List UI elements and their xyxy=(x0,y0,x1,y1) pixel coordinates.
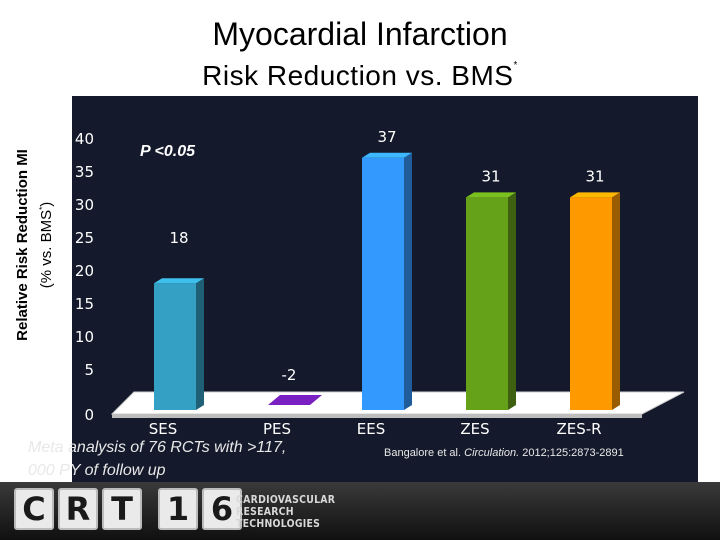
y-tick-label: 25 xyxy=(75,229,94,247)
chart-floor-edge xyxy=(112,414,642,418)
y-tick-label: 0 xyxy=(84,406,94,424)
y-tick-label: 15 xyxy=(75,295,94,313)
y-tick-label: 5 xyxy=(84,361,94,379)
data-label: 37 xyxy=(377,128,396,146)
y-axis-label-area: Relative Risk Reduction MI (% vs. BMS*) xyxy=(0,95,72,395)
bar-side xyxy=(196,278,204,410)
bar-chart: 0 5 10 15 20 25 30 35 40 18 SES -2 PES 37 EES 31 ZES 31 ZE… xyxy=(75,128,685,438)
chart-panel: 0 5 10 15 20 25 30 35 40 18 SES -2 PES 37 EES 31 ZES 31 ZE… xyxy=(72,96,698,482)
y-tick-label: 40 xyxy=(75,130,94,148)
brand-name: CARDIOVASCULAR RESEARCH TECHNOLOGIES xyxy=(236,493,336,530)
y-axis-label-line2: (% vs. BMS*) xyxy=(38,201,55,289)
category-label: EES xyxy=(357,420,385,438)
bar-top xyxy=(466,192,516,198)
bar xyxy=(570,197,612,410)
logo-letter: R xyxy=(58,488,98,530)
bar xyxy=(362,157,404,410)
logo-digit: 6 xyxy=(202,488,242,530)
y-axis-label: Relative Risk Reduction MI (% vs. BMS*) xyxy=(13,149,57,341)
bar-top xyxy=(570,192,620,198)
category-label: SES xyxy=(149,420,178,438)
crt16-logo: C R T 1 6 xyxy=(14,488,242,530)
logo-letter: T xyxy=(102,488,142,530)
subtitle-text: Risk Reduction vs. BMS xyxy=(202,60,514,91)
bar-top xyxy=(362,152,412,158)
bar xyxy=(268,395,322,405)
y-axis-label-line1: Relative Risk Reduction MI xyxy=(14,149,31,341)
data-label: -2 xyxy=(282,366,297,384)
y-tick-label: 30 xyxy=(75,196,94,214)
y-tick-label: 20 xyxy=(75,262,94,280)
bar xyxy=(466,197,508,410)
y-tick-label: 35 xyxy=(75,163,94,181)
chart-title: Myocardial Infarction xyxy=(212,16,508,52)
footer-bar: C R T 1 6 CARDIOVASCULAR RESEARCH TECHNO… xyxy=(0,482,720,540)
category-label: PES xyxy=(263,420,291,438)
bar-side xyxy=(508,192,516,410)
bar-side xyxy=(404,152,412,411)
data-label: 31 xyxy=(585,167,604,185)
category-label: ZES-R xyxy=(556,420,601,438)
subtitle-asterisk: * xyxy=(513,60,518,71)
y-tick-label: 10 xyxy=(75,328,94,346)
logo-letter: C xyxy=(14,488,54,530)
citation-journal: Circulation. xyxy=(464,447,520,459)
chart-subtitle: Risk Reduction vs. BMS* xyxy=(0,60,720,92)
citation: Bangalore et al. Circulation. 2012;125:2… xyxy=(384,447,624,459)
category-label: ZES xyxy=(460,420,489,438)
significance-label: P <0.05 xyxy=(140,143,196,160)
logo-digit: 1 xyxy=(158,488,198,530)
meta-analysis-note: Meta analysis of 76 RCTs with >117, 000 … xyxy=(28,439,287,479)
data-label: 31 xyxy=(481,167,500,185)
bar-side xyxy=(612,192,620,410)
bar xyxy=(154,283,196,410)
bar-top xyxy=(154,278,204,284)
data-label: 18 xyxy=(169,229,188,247)
